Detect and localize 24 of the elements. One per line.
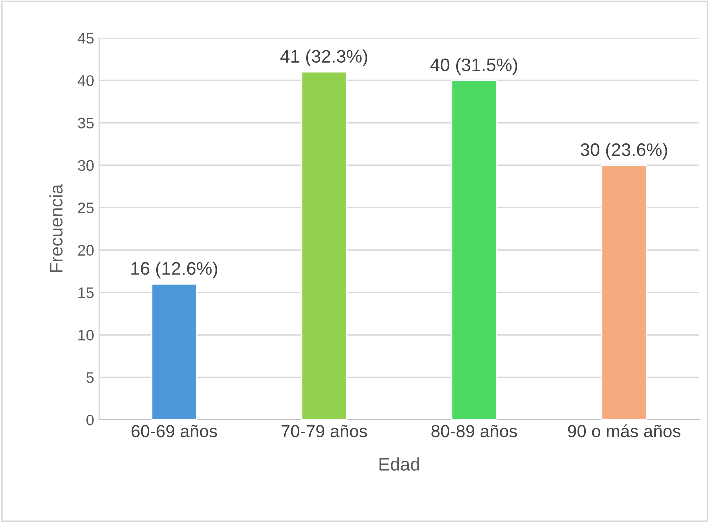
bar bbox=[151, 284, 198, 420]
data-label: 41 (32.3%) bbox=[280, 50, 368, 67]
x-tick-label: 80-89 años bbox=[432, 424, 518, 438]
y-tick-label: 35 bbox=[78, 118, 94, 129]
x-tick-label: 90 o más años bbox=[568, 424, 681, 438]
bar bbox=[451, 80, 498, 420]
y-tick-label: 30 bbox=[78, 160, 94, 172]
bar bbox=[601, 164, 648, 420]
y-tick-label: 10 bbox=[78, 330, 94, 341]
y-tick-label: 45 bbox=[78, 33, 94, 44]
y-tick-label: 25 bbox=[78, 202, 94, 214]
x-tick-label: 70-79 años bbox=[282, 424, 368, 438]
data-label: 16 (12.6%) bbox=[132, 262, 218, 279]
x-axis-title: Edad bbox=[380, 458, 420, 471]
y-tick-label: 0 bbox=[86, 414, 94, 426]
y-tick-label: 40 bbox=[78, 75, 94, 86]
bar bbox=[301, 71, 348, 420]
x-tick-label: 60-69 años bbox=[132, 424, 218, 438]
y-tick-label: 20 bbox=[78, 245, 94, 256]
y-tick-label: 5 bbox=[86, 372, 94, 384]
data-label: 40 (31.5%) bbox=[430, 58, 518, 76]
data-label: 30 (23.6%) bbox=[580, 143, 668, 160]
y-axis-title: Frecuencia bbox=[50, 184, 63, 272]
y-tick-label: 15 bbox=[78, 288, 94, 298]
